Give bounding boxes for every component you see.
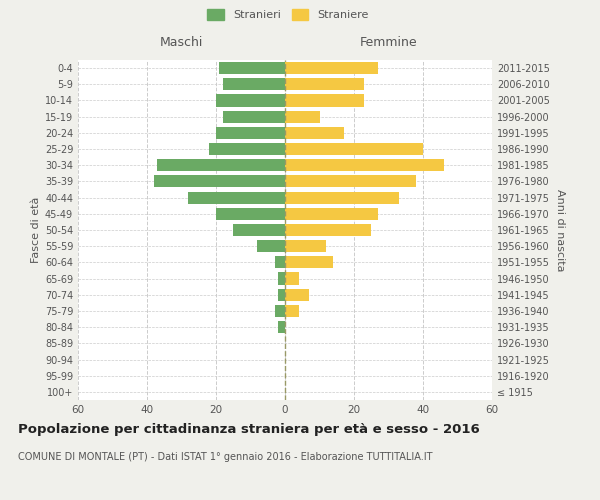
Bar [285, 240, 326, 252]
Bar [285, 305, 299, 317]
Bar [209, 143, 285, 155]
Text: Femmine: Femmine [359, 36, 418, 49]
Bar [223, 78, 285, 90]
Bar [285, 159, 443, 172]
Bar [285, 176, 416, 188]
Y-axis label: Fasce di età: Fasce di età [31, 197, 41, 263]
Bar [285, 78, 364, 90]
Bar [223, 110, 285, 122]
Bar [285, 288, 309, 301]
Text: Popolazione per cittadinanza straniera per età e sesso - 2016: Popolazione per cittadinanza straniera p… [18, 422, 480, 436]
Bar [278, 321, 285, 333]
Bar [275, 256, 285, 268]
Bar [216, 94, 285, 106]
Bar [278, 272, 285, 284]
Y-axis label: Anni di nascita: Anni di nascita [555, 188, 565, 271]
Bar [285, 110, 320, 122]
Bar [278, 288, 285, 301]
Bar [285, 224, 371, 236]
Bar [216, 208, 285, 220]
Bar [188, 192, 285, 203]
Text: COMUNE DI MONTALE (PT) - Dati ISTAT 1° gennaio 2016 - Elaborazione TUTTITALIA.IT: COMUNE DI MONTALE (PT) - Dati ISTAT 1° g… [18, 452, 433, 462]
Bar [285, 272, 299, 284]
Bar [285, 208, 378, 220]
Bar [285, 143, 423, 155]
Bar [285, 94, 364, 106]
Bar [154, 176, 285, 188]
Bar [216, 127, 285, 139]
Bar [285, 127, 344, 139]
Legend: Stranieri, Straniere: Stranieri, Straniere [204, 6, 372, 24]
Bar [257, 240, 285, 252]
Bar [220, 62, 285, 74]
Text: Maschi: Maschi [160, 36, 203, 49]
Bar [275, 305, 285, 317]
Bar [233, 224, 285, 236]
Bar [285, 192, 399, 203]
Bar [157, 159, 285, 172]
Bar [285, 62, 378, 74]
Bar [285, 256, 334, 268]
